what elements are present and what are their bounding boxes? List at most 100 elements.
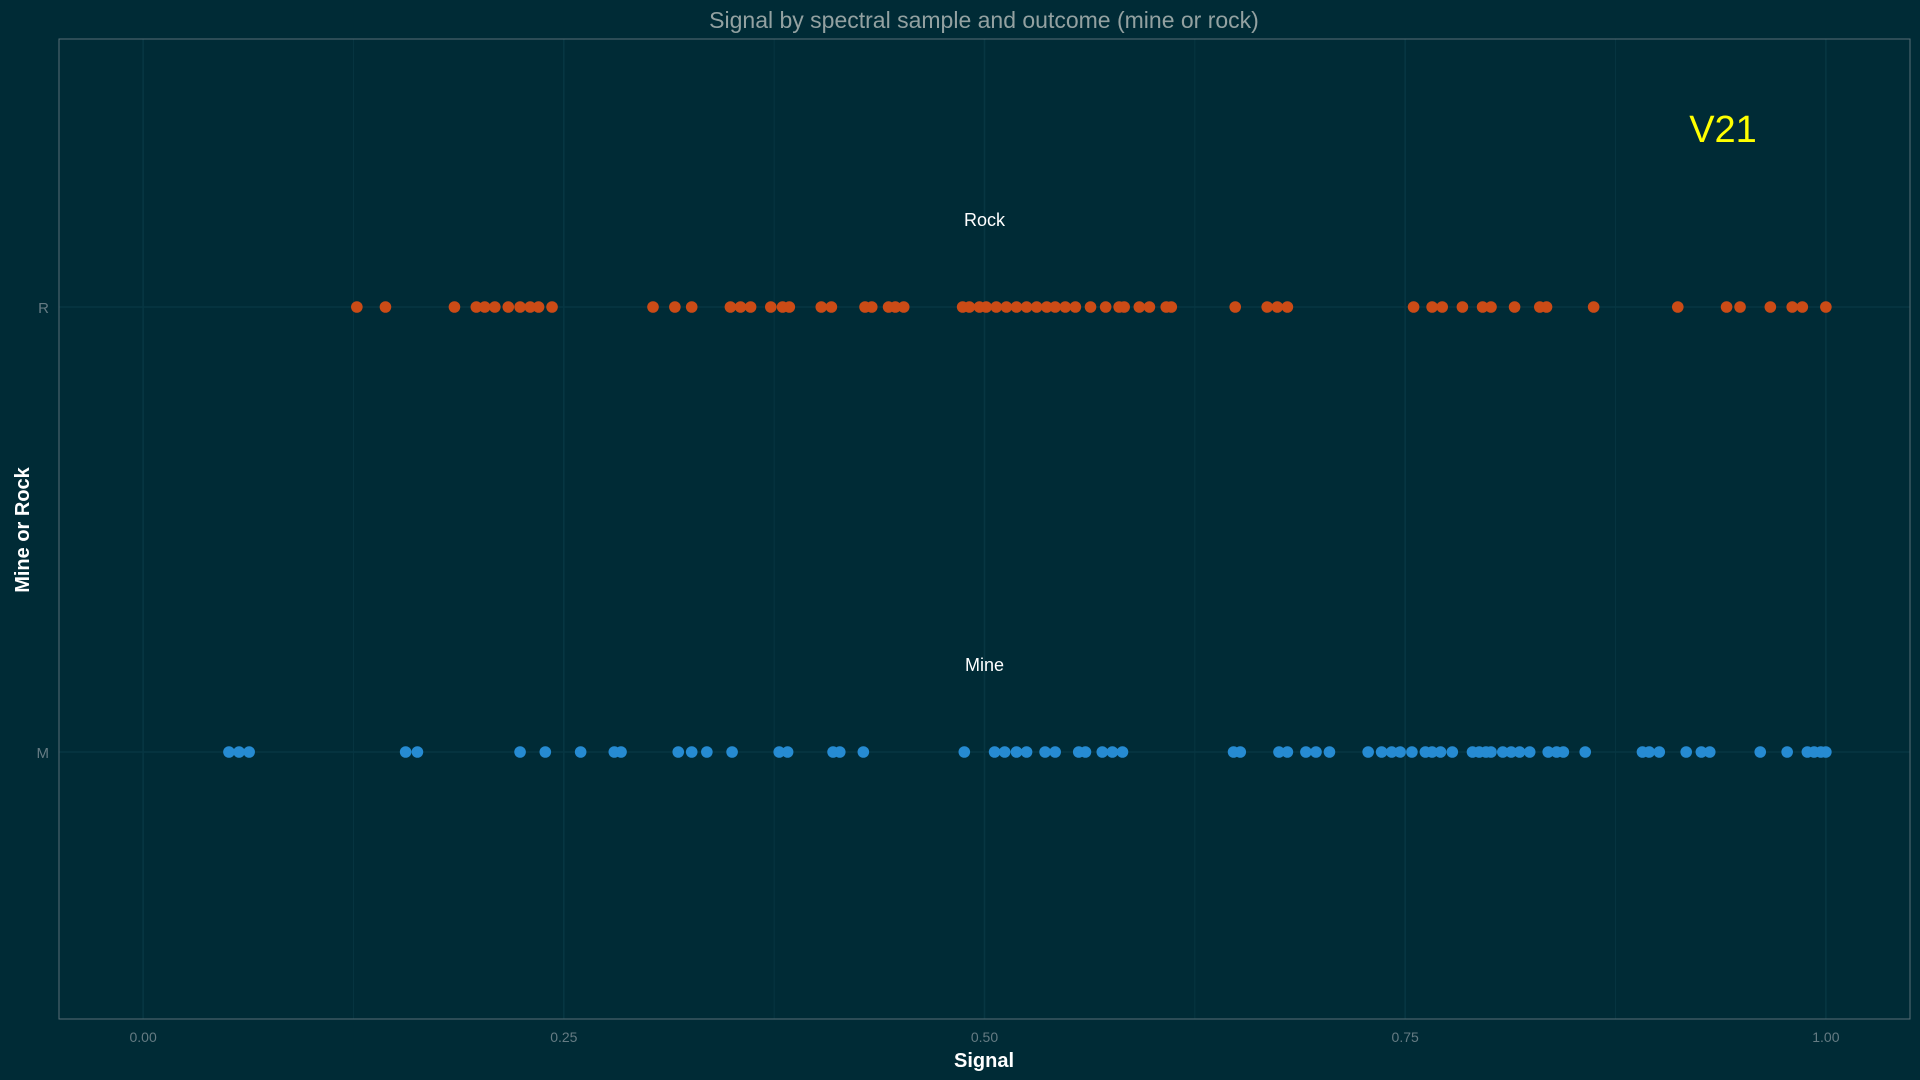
category-annotation: Mine (965, 655, 1004, 675)
rock-point (1010, 301, 1023, 313)
mine-point (1434, 746, 1447, 758)
rock-point (1587, 301, 1600, 313)
x-tick-label: 1.00 (1812, 1029, 1839, 1045)
rock-point (1069, 301, 1082, 313)
mine-point (233, 746, 245, 758)
mine-point (672, 746, 685, 758)
rock-point (489, 301, 501, 313)
mine-point (833, 746, 846, 758)
rock-point (1040, 301, 1053, 313)
x-tick-label: 0.75 (1392, 1029, 1419, 1045)
rock-point (825, 301, 838, 313)
rock-point (1820, 301, 1832, 313)
mine-point (514, 746, 526, 758)
mine-point (1406, 746, 1418, 758)
mine-point (726, 746, 738, 758)
rock-point (1261, 301, 1273, 313)
rock-point (1485, 301, 1497, 313)
mine-point (1579, 746, 1592, 758)
rock-point (1426, 301, 1438, 313)
rock-point (1030, 301, 1043, 313)
rock-point (815, 301, 828, 313)
rock-point (865, 301, 878, 313)
rock-point (1165, 301, 1178, 313)
mine-point (1680, 746, 1692, 758)
rock-point (764, 301, 777, 313)
rock-point (1796, 301, 1809, 313)
rock-point (980, 301, 992, 313)
mine-point (1513, 746, 1526, 758)
rock-point (1020, 301, 1033, 313)
mine-point (1273, 746, 1285, 758)
mine-point (1079, 746, 1092, 758)
rock-point (1476, 301, 1489, 313)
rock-point (1099, 301, 1112, 313)
mine-point (1010, 746, 1023, 758)
mine-point (1542, 746, 1555, 758)
chart-title: Signal by spectral sample and outcome (m… (709, 7, 1259, 33)
mine-point (1703, 746, 1716, 758)
rock-point (502, 301, 515, 313)
mine-point (223, 746, 235, 758)
rock-point (1049, 301, 1061, 313)
mine-point (685, 746, 698, 758)
mine-point (1643, 746, 1655, 758)
rock-point (1436, 301, 1449, 313)
rock-point (1133, 301, 1146, 313)
mine-point (1781, 746, 1793, 758)
rock-point (1786, 301, 1799, 313)
mine-point (411, 746, 424, 758)
y-tick-label: R (38, 300, 49, 317)
x-axis-title: Signal (954, 1050, 1014, 1072)
mine-point (1485, 746, 1497, 758)
mine-point (243, 746, 255, 758)
rock-point (532, 301, 545, 313)
mine-point (1394, 746, 1406, 758)
mine-point (1049, 746, 1061, 758)
mine-point (1020, 746, 1033, 758)
rock-point (448, 301, 461, 313)
rock-point (1407, 301, 1420, 313)
points-layer (223, 301, 1832, 758)
x-tick-label: 0.25 (550, 1029, 577, 1045)
mine-point (1096, 746, 1109, 758)
rock-point (1118, 301, 1130, 313)
mine-point (1426, 746, 1438, 758)
mine-point (857, 746, 870, 758)
mine-point (781, 746, 794, 758)
mine-point (574, 746, 587, 758)
y-axis-title: Mine or Rock (12, 466, 34, 592)
rock-point (1143, 301, 1156, 313)
x-tick-label: 0.00 (130, 1029, 157, 1045)
mine-point (1039, 746, 1051, 758)
rock-point (351, 301, 363, 313)
mine-point (1505, 746, 1517, 758)
rock-point (1084, 301, 1097, 313)
mine-point (615, 746, 627, 758)
y-axis-ticks: MR (37, 300, 50, 762)
rock-point (1000, 301, 1013, 313)
rock-point (1671, 301, 1684, 313)
rock-point (724, 301, 737, 313)
x-tick-label: 0.50 (971, 1029, 998, 1045)
mine-point (1362, 746, 1374, 758)
mine-point (1116, 746, 1129, 758)
rock-point (1764, 301, 1777, 313)
mine-point (998, 746, 1011, 758)
rock-point (470, 301, 483, 313)
rock-point (889, 301, 902, 313)
rock-point (685, 301, 698, 313)
panel-label: V21 (1689, 109, 1757, 151)
mine-point (1446, 746, 1459, 758)
mine-point (1653, 746, 1666, 758)
mine-point (1695, 746, 1708, 758)
rock-point (379, 301, 392, 313)
rock-point (647, 301, 659, 313)
mine-point (1323, 746, 1336, 758)
mine-point (399, 746, 412, 758)
rock-point (744, 301, 757, 313)
mine-point (1557, 746, 1570, 758)
rock-point (990, 301, 1003, 313)
rock-point (897, 301, 910, 313)
